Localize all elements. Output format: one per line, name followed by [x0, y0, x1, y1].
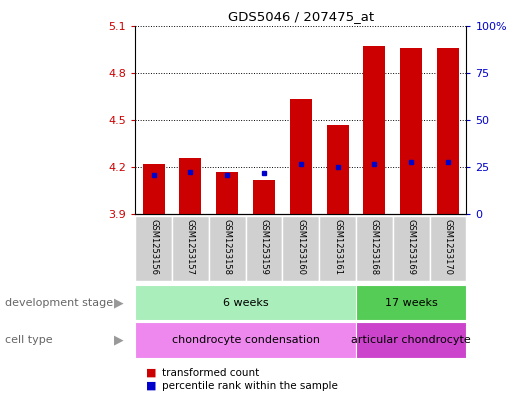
- Bar: [282, 216, 319, 281]
- Text: GSM1253170: GSM1253170: [444, 219, 453, 275]
- Bar: [326, 125, 349, 214]
- Bar: [430, 216, 466, 281]
- Text: ▶: ▶: [114, 333, 123, 347]
- Text: GSM1253168: GSM1253168: [370, 219, 379, 275]
- Title: GDS5046 / 207475_at: GDS5046 / 207475_at: [228, 10, 374, 23]
- Text: cell type: cell type: [5, 335, 53, 345]
- Text: 6 weeks: 6 weeks: [223, 298, 268, 308]
- Text: transformed count: transformed count: [162, 367, 259, 378]
- Bar: [135, 216, 172, 281]
- Bar: [356, 216, 393, 281]
- Bar: [172, 216, 209, 281]
- Bar: [179, 158, 201, 214]
- Text: ■: ■: [146, 367, 156, 378]
- Text: 17 weeks: 17 weeks: [385, 298, 438, 308]
- Bar: [356, 285, 466, 320]
- Text: chondrocyte condensation: chondrocyte condensation: [172, 335, 320, 345]
- Bar: [393, 216, 430, 281]
- Text: GSM1253156: GSM1253156: [149, 219, 158, 275]
- Bar: [356, 322, 466, 358]
- Text: GSM1253160: GSM1253160: [296, 219, 305, 275]
- Text: GSM1253161: GSM1253161: [333, 219, 342, 275]
- Bar: [143, 164, 165, 214]
- Text: development stage: development stage: [5, 298, 113, 308]
- Text: GSM1253159: GSM1253159: [260, 219, 269, 275]
- Text: GSM1253169: GSM1253169: [407, 219, 416, 275]
- Text: percentile rank within the sample: percentile rank within the sample: [162, 381, 338, 391]
- Bar: [364, 46, 385, 214]
- Bar: [135, 322, 356, 358]
- Text: articular chondrocyte: articular chondrocyte: [351, 335, 471, 345]
- Text: ■: ■: [146, 381, 156, 391]
- Bar: [135, 285, 356, 320]
- Bar: [253, 180, 275, 214]
- Text: GSM1253158: GSM1253158: [223, 219, 232, 275]
- Text: GSM1253157: GSM1253157: [186, 219, 195, 275]
- Bar: [400, 48, 422, 214]
- Bar: [209, 216, 245, 281]
- Bar: [245, 216, 282, 281]
- Bar: [437, 48, 459, 214]
- Bar: [290, 99, 312, 214]
- Bar: [216, 172, 238, 214]
- Text: ▶: ▶: [114, 296, 123, 309]
- Bar: [319, 216, 356, 281]
